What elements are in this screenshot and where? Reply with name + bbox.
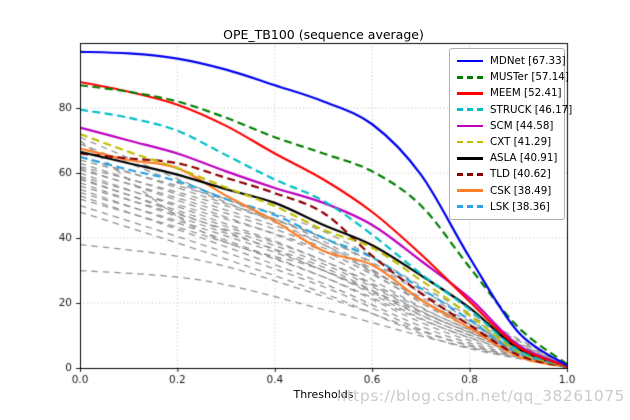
legend-item-MDNet: MDNet [67.33] (457, 53, 566, 69)
legend-label: MDNet [67.33] (490, 55, 566, 68)
x-axis-label: Thresholds (293, 388, 354, 401)
legend-label: CXT [41.29] (490, 136, 552, 149)
legend-label: ASLA [40.91] (490, 152, 558, 165)
legend-label: TLD [40.62] (490, 168, 551, 181)
legend-label: MEEM [52.41] (490, 87, 562, 100)
legend-item-CXT: CXT [41.29] (457, 134, 558, 150)
legend-item-TLD: TLD [40.62] (457, 166, 558, 182)
legend-item-SCM: SCM [44.58] (457, 118, 558, 134)
legend-line-sample (457, 124, 483, 128)
legend-item-LSK: LSK [38.36] (457, 199, 558, 215)
chart-title: OPE_TB100 (sequence average) (223, 27, 424, 42)
legend-line-sample (457, 205, 483, 209)
legend-item-MUSTer: MUSTer [57.14] (457, 69, 569, 85)
legend-label: CSK [38.49] (490, 184, 552, 197)
legend-line-sample (457, 92, 483, 95)
legend-line-sample (457, 59, 483, 63)
legend-item-CSK: CSK [38.49] (457, 183, 558, 199)
watermark-link: https://blog.csdn.net/qq_38261075 (336, 387, 625, 405)
legend: MDNet [67.33] MUSTer [57.14] MEEM [52.41] S… (449, 48, 572, 220)
legend-line-sample (457, 75, 483, 79)
legend-label: MUSTer [57.14] (490, 71, 569, 84)
legend-line-sample (457, 140, 483, 144)
legend-item-MEEM: MEEM [52.41] (457, 85, 562, 101)
legend-line-sample (457, 189, 483, 192)
legend-item-STRUCK: STRUCK [46.17] (457, 102, 572, 118)
legend-label: SCM [44.58] (490, 119, 554, 132)
legend-item-ASLA: ASLA [40.91] (457, 150, 558, 166)
legend-label: LSK [38.36] (490, 200, 550, 213)
legend-line-sample (457, 108, 483, 111)
legend-line-sample (457, 156, 483, 160)
legend-label: STRUCK [46.17] (490, 103, 573, 116)
legend-line-sample (457, 173, 483, 176)
